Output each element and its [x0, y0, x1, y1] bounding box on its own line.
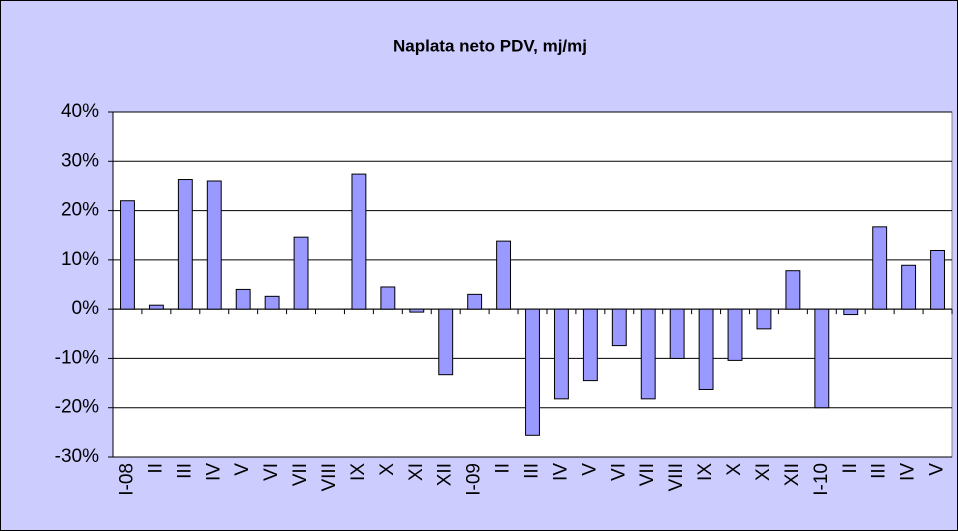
x-tick-label: XII [782, 463, 803, 486]
y-tick-label: -20% [55, 397, 99, 418]
bar [669, 308, 685, 359]
x-tick-label: IX [695, 463, 716, 481]
chart-title: Naplata neto PDV, mj/mj [393, 36, 587, 55]
x-tick-label: V [927, 463, 948, 476]
bar [698, 308, 714, 390]
bar [785, 270, 801, 310]
bar [293, 236, 309, 310]
bar [351, 173, 367, 310]
bar [235, 288, 251, 310]
x-tick-label: XII [435, 463, 456, 486]
y-tick-label: 0% [72, 298, 100, 319]
bar [756, 308, 772, 330]
x-tick-label: VI [608, 463, 629, 481]
x-tick-label: IX [348, 463, 369, 481]
bar [611, 308, 627, 347]
x-tick-label: XI [406, 463, 427, 481]
x-tick-label: VIII [666, 463, 687, 492]
bar [553, 308, 569, 400]
bar [177, 179, 193, 310]
bar [872, 226, 888, 310]
x-tick-label: V [232, 463, 253, 476]
bar [496, 240, 512, 310]
bar [525, 308, 540, 436]
x-tick-label: V [579, 463, 600, 476]
x-tick-label: II [840, 463, 861, 474]
x-tick-label: IV [203, 463, 224, 481]
y-tick-label: 40% [61, 101, 99, 122]
x-tick-label: VI [261, 463, 282, 481]
x-tick-label: II [145, 463, 166, 474]
x-tick-label: III [174, 463, 195, 479]
y-tick-label: 30% [61, 150, 99, 171]
y-tick-label: 20% [61, 200, 99, 221]
y-tick-label: -10% [55, 347, 99, 368]
x-tick-label: VIII [319, 463, 340, 492]
x-tick-label: III [869, 463, 890, 479]
x-tick-label: VII [637, 463, 658, 486]
bar [264, 295, 280, 310]
bar [467, 293, 483, 310]
x-tick-label: I-08 [116, 463, 137, 496]
bar [640, 308, 656, 400]
x-tick-label: X [724, 463, 745, 476]
x-tick-label: IV [550, 463, 571, 481]
x-tick-label: I-10 [811, 463, 832, 496]
x-tick-label: XI [753, 463, 774, 481]
x-tick-label: II [493, 463, 514, 474]
x-tick-label: III [522, 463, 543, 479]
bar [727, 308, 743, 361]
bar [438, 308, 454, 376]
bar [380, 286, 396, 310]
bar [930, 249, 945, 310]
bar [409, 308, 425, 313]
bar [814, 308, 830, 409]
bar [901, 264, 917, 310]
bar [206, 180, 222, 310]
y-tick-label: -30% [55, 446, 99, 467]
bar [148, 304, 164, 310]
x-tick-label: IV [898, 463, 919, 481]
bar [120, 200, 135, 310]
bar [582, 308, 598, 382]
bar [843, 308, 859, 316]
x-tick-label: X [377, 463, 398, 476]
x-tick-label: VII [290, 463, 311, 486]
x-tick-label: I-09 [464, 463, 485, 496]
y-tick-label: 10% [61, 249, 99, 270]
